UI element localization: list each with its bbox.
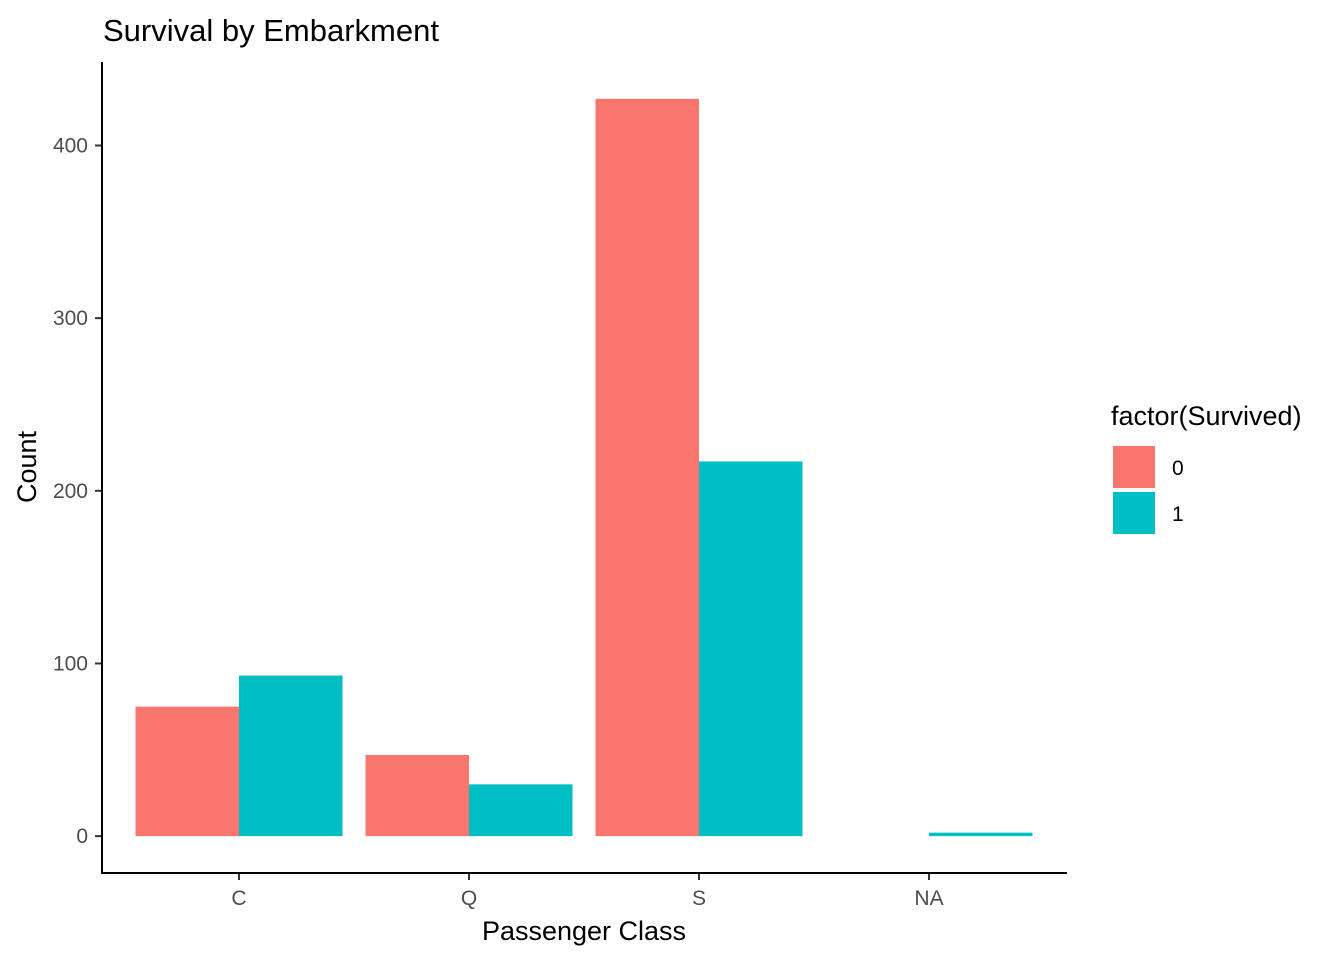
legend-label-1: 1 bbox=[1172, 503, 1184, 526]
legend-items: 01 bbox=[1113, 446, 1184, 534]
bar-na-survived-1 bbox=[929, 832, 1033, 837]
legend-title: factor(Survived) bbox=[1111, 401, 1302, 431]
legend-key-1 bbox=[1113, 492, 1155, 534]
bar-c-survived-0 bbox=[135, 706, 239, 837]
bar-q-survived-0 bbox=[365, 754, 469, 837]
x-tick-label-q: Q bbox=[461, 887, 477, 910]
legend-key-0 bbox=[1113, 446, 1155, 488]
y-tick-label-0: 0 bbox=[76, 825, 88, 848]
y-tick-label-400: 400 bbox=[53, 134, 88, 157]
x-axis-ticks: C Q S NA bbox=[231, 873, 944, 910]
x-axis-title: Passenger Class bbox=[482, 916, 686, 946]
y-tick-label-300: 300 bbox=[53, 307, 88, 330]
x-tick-label-s: S bbox=[692, 887, 706, 910]
x-tick-label-c: C bbox=[231, 887, 246, 910]
bar-c-survived-1 bbox=[239, 675, 343, 837]
y-tick-label-100: 100 bbox=[53, 652, 88, 675]
y-axis-title: Count bbox=[12, 430, 42, 503]
bar-s-survived-0 bbox=[595, 98, 699, 837]
chart-title: Survival by Embarkment bbox=[103, 13, 439, 48]
y-axis-ticks: 0 100 200 300 400 bbox=[53, 134, 102, 848]
x-tick-label-na: NA bbox=[914, 887, 943, 910]
legend-label-0: 0 bbox=[1172, 457, 1184, 480]
bar-s-survived-1 bbox=[699, 461, 803, 837]
legend: factor(Survived) 01 bbox=[1111, 401, 1302, 534]
bars-layer bbox=[135, 98, 1033, 837]
bar-q-survived-1 bbox=[469, 784, 573, 837]
y-tick-label-200: 200 bbox=[53, 480, 88, 503]
